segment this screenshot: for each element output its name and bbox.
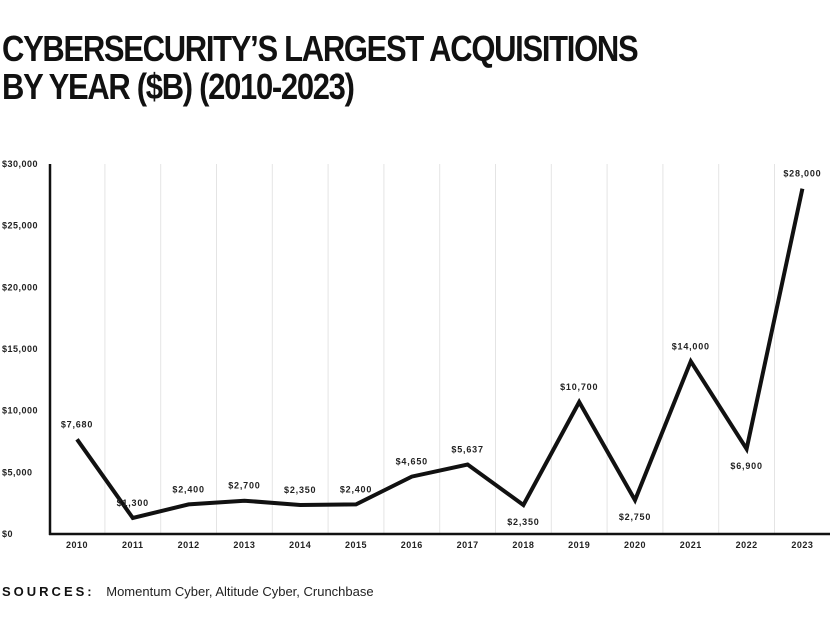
data-label: $14,000 xyxy=(672,341,710,351)
x-tick-label: 2010 xyxy=(66,540,88,550)
y-tick-label: $10,000 xyxy=(2,406,38,416)
x-tick-label: 2013 xyxy=(233,540,255,550)
x-tick-label: 2018 xyxy=(512,540,534,550)
series-line xyxy=(75,188,805,521)
y-tick-label: $25,000 xyxy=(2,221,38,231)
y-tick-label: $30,000 xyxy=(2,159,38,169)
y-tick-label: $20,000 xyxy=(2,282,38,292)
data-label: $5,637 xyxy=(451,444,483,454)
y-axis-ticks: $0 $5,000 $10,000 $15,000 $20,000 $25,000 $30,… xyxy=(2,159,38,539)
data-label: $2,400 xyxy=(340,484,372,494)
x-tick-label: 2021 xyxy=(680,540,702,550)
sources-note: SOURCES: Momentum Cyber, Altitude Cyber,… xyxy=(2,584,374,599)
data-label: $6,900 xyxy=(730,461,762,471)
data-labels: $7,680 $1,300 $2,400 $2,700 $2,350 $2,400 $4,6… xyxy=(61,169,821,527)
data-label: $2,350 xyxy=(284,485,316,495)
chart-title: CYBERSECURITY’S LARGEST ACQUISITIONS BY … xyxy=(2,28,639,107)
chart-title-line-1: CYBERSECURITY’S LARGEST ACQUISITIONS xyxy=(2,28,639,69)
data-label: $2,350 xyxy=(507,517,539,527)
data-label: $2,400 xyxy=(172,484,204,494)
data-label: $2,700 xyxy=(228,481,260,491)
sources-label: SOURCES: xyxy=(2,584,95,599)
data-label: $28,000 xyxy=(783,169,821,179)
x-tick-label: 2023 xyxy=(791,540,813,550)
data-label: $2,750 xyxy=(619,512,651,522)
x-tick-label: 2015 xyxy=(345,540,367,550)
x-tick-label: 2012 xyxy=(178,540,200,550)
series-line-group xyxy=(75,188,805,521)
x-tick-label: 2014 xyxy=(289,540,311,550)
x-tick-label: 2019 xyxy=(568,540,590,550)
x-tick-label: 2017 xyxy=(457,540,479,550)
data-label: $7,680 xyxy=(61,419,93,429)
chart-axes xyxy=(48,164,830,536)
chart-title-line-2: BY YEAR ($B) (2010-2023) xyxy=(2,66,355,107)
data-label: $10,700 xyxy=(560,382,598,392)
y-tick-label: $5,000 xyxy=(2,467,33,477)
x-tick-label: 2016 xyxy=(401,540,423,550)
y-tick-label: $15,000 xyxy=(2,344,38,354)
x-tick-label: 2011 xyxy=(122,540,144,550)
sources-text: Momentum Cyber, Altitude Cyber, Crunchba… xyxy=(106,584,374,599)
y-tick-label: $0 xyxy=(2,529,13,539)
x-tick-label: 2020 xyxy=(624,540,646,550)
data-label: $4,650 xyxy=(396,457,428,467)
data-label: $1,300 xyxy=(117,498,149,508)
x-tick-label: 2022 xyxy=(736,540,758,550)
x-axis-ticks: 2010 2011 2012 2013 2014 2015 2016 2017 2018 2019… xyxy=(66,540,813,550)
